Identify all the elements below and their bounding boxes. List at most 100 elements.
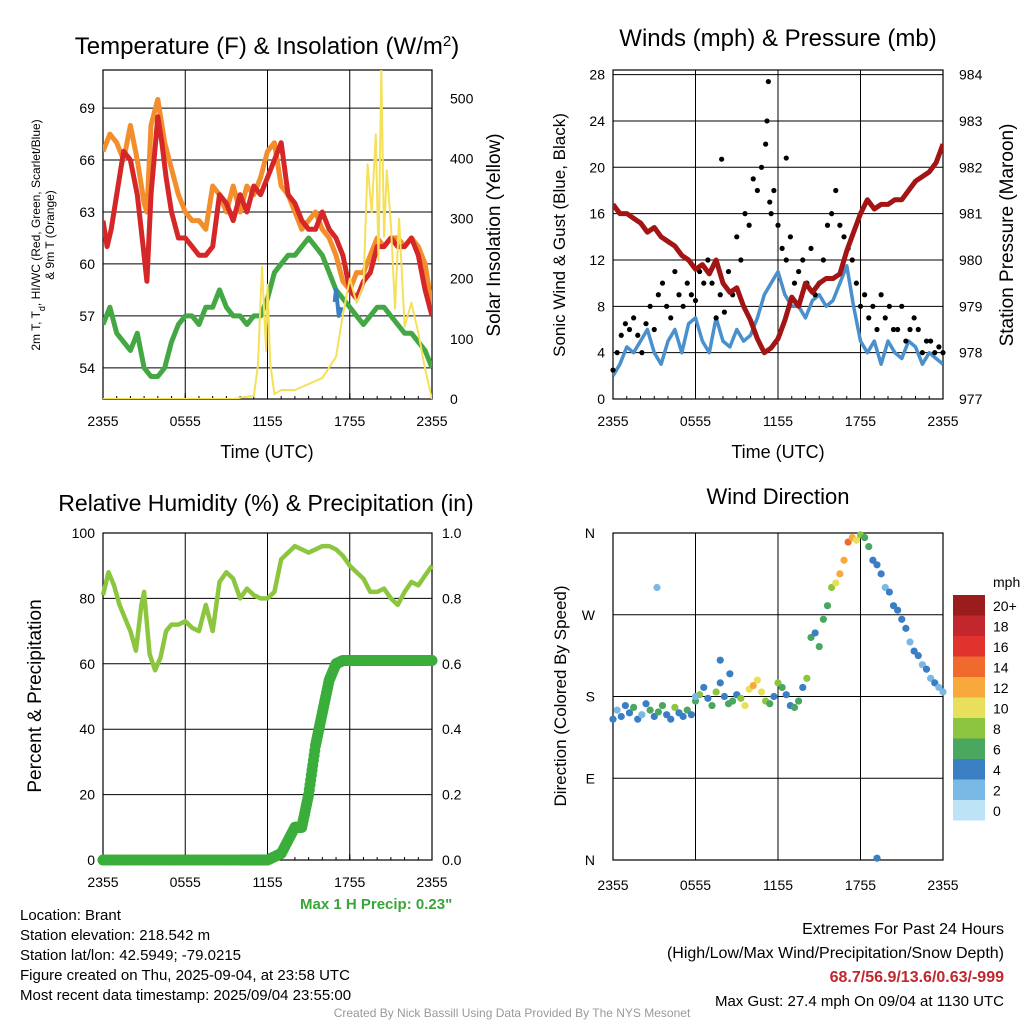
direction-point: [737, 694, 745, 702]
rh-line: [100, 543, 434, 673]
gust-point: [754, 187, 760, 194]
gust-point: [717, 292, 723, 298]
x-axis-label: Time (UTC): [731, 442, 824, 462]
direction-point: [708, 701, 716, 710]
chart-title: Relative Humidity (%) & Precipitation (i…: [58, 490, 473, 516]
y-axis-label: Direction (Colored By Speed): [551, 585, 570, 806]
legend-swatch: [953, 697, 985, 718]
series-line-solar: [103, 70, 432, 399]
gust-point: [655, 292, 661, 298]
direction-point: [770, 692, 778, 701]
legend-swatch: [953, 615, 985, 636]
x-tick-label: 1155: [252, 874, 282, 890]
series-line-temp9m: [103, 96, 432, 308]
direction-point: [885, 588, 893, 596]
gust-point: [635, 332, 641, 338]
direction-point: [642, 700, 650, 708]
direction-point: [646, 706, 654, 714]
gust-point: [639, 350, 645, 356]
direction-point: [836, 570, 844, 578]
legend-label: 14: [993, 660, 1009, 676]
y2-tick-label: 984: [959, 67, 983, 83]
gust-point: [680, 303, 686, 309]
gust-point: [866, 315, 872, 321]
y-tick-label: 57: [79, 308, 95, 324]
y-tick-label: W: [582, 607, 596, 623]
latlon-text: Station lat/lon: 42.5949; -79.0215: [20, 947, 242, 964]
direction-point: [894, 606, 902, 614]
legend-swatch: [953, 718, 985, 739]
legend-label: 10: [993, 701, 1009, 717]
gust-point: [765, 78, 771, 85]
direction-point: [819, 615, 827, 623]
gust-point: [907, 326, 913, 333]
y2-tick-label: 981: [959, 206, 983, 222]
gust-point: [618, 332, 624, 338]
y-axis-label: Sonic Wind & Gust (Blue, Black): [550, 113, 569, 357]
legend-label: 4: [993, 762, 1001, 778]
y2-tick-label: 0.4: [442, 721, 462, 737]
x-tick-label: 2355: [87, 413, 118, 429]
x-tick-label: 0555: [680, 413, 711, 429]
gust-point: [923, 338, 930, 344]
gust-point: [779, 245, 785, 252]
direction-point: [720, 692, 728, 701]
x-axis-label: Time (UTC): [220, 442, 313, 462]
direction-point: [753, 676, 761, 684]
legend-swatch: [953, 759, 985, 780]
x-tick-label: 2355: [927, 413, 958, 429]
gust-point: [911, 315, 917, 321]
direction-point: [823, 602, 832, 610]
y-tick-label: 66: [79, 152, 95, 168]
y2-tick-label: 0.0: [442, 852, 462, 868]
precip-point: [426, 655, 438, 667]
max-gust-text: Max Gust: 27.4 mph On 09/04 at 1130 UTC: [714, 993, 1004, 1010]
direction-point: [795, 697, 803, 705]
direction-point: [729, 697, 737, 705]
gust-point: [768, 211, 774, 217]
gust-point: [882, 315, 888, 321]
direction-point: [691, 692, 700, 701]
direction-point: [654, 708, 662, 716]
direction-point: [873, 561, 881, 569]
y-tick-label: 24: [589, 113, 605, 129]
gust-point: [767, 199, 773, 205]
y2-tick-label: 0.2: [442, 787, 462, 803]
legend-label: 16: [993, 639, 1009, 655]
gust-point: [719, 156, 725, 162]
direction-point: [625, 709, 634, 717]
direction-point: [922, 665, 931, 673]
direction-point: [914, 652, 922, 660]
x-tick-label: 0555: [170, 874, 201, 890]
y2-tick-label: 500: [450, 90, 474, 106]
y-tick-label: 20: [589, 159, 605, 175]
extremes-title: Extremes For Past 24 Hours: [802, 921, 1004, 938]
y-tick-label: E: [586, 770, 595, 786]
legend-swatch: [953, 738, 985, 759]
y2-tick-label: 0.8: [442, 590, 462, 606]
legend-swatch: [953, 779, 985, 800]
y-tick-label: 69: [79, 100, 95, 116]
gust-point: [800, 257, 806, 263]
gust-point: [721, 309, 727, 315]
direction-point: [667, 715, 675, 723]
y2-axis-label: Solar Insolation (Yellow): [484, 133, 505, 336]
direction-point: [749, 682, 757, 690]
direction-point: [613, 706, 621, 714]
x-tick-label: 1755: [334, 874, 365, 890]
direction-point: [712, 688, 720, 696]
direction-point: [700, 683, 708, 692]
gust-point: [783, 257, 789, 263]
gust-point: [651, 326, 657, 333]
y2-tick-label: 0.6: [442, 656, 462, 672]
y2-tick-label: 300: [450, 211, 474, 227]
gust-point: [758, 164, 765, 170]
gust-point: [742, 211, 748, 217]
direction-point: [832, 579, 840, 587]
gust-point: [701, 280, 707, 286]
legend-label: 8: [993, 721, 1001, 737]
x-tick-label: 1755: [334, 413, 365, 429]
y-tick-label: 16: [589, 206, 605, 222]
x-tick-label: 2355: [597, 413, 628, 429]
legend-label: 20+: [993, 598, 1017, 614]
